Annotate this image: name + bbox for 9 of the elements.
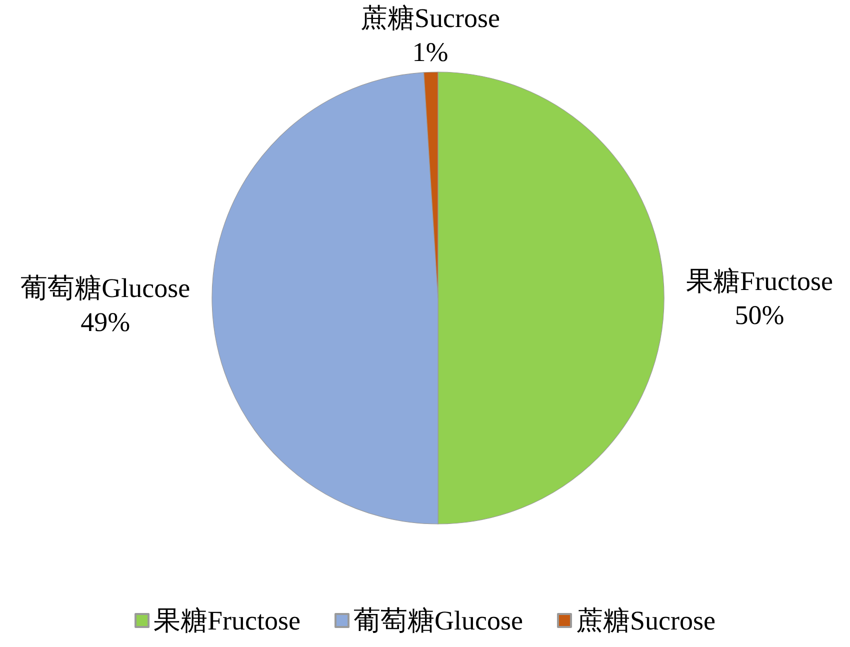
- legend-label: 蔗糖Sucrose: [576, 606, 716, 636]
- legend-label: 果糖Fructose: [154, 606, 301, 636]
- slice-label: 果糖Fructose: [686, 266, 833, 296]
- data-label: 50%: [734, 300, 784, 330]
- data-label: 49%: [80, 307, 130, 338]
- slice-label: 葡萄糖Glucose: [20, 273, 190, 304]
- slice-label: 蔗糖Sucrose: [360, 3, 500, 34]
- legend-label: 葡萄糖Glucose: [354, 606, 524, 636]
- data-label: 1%: [412, 37, 448, 68]
